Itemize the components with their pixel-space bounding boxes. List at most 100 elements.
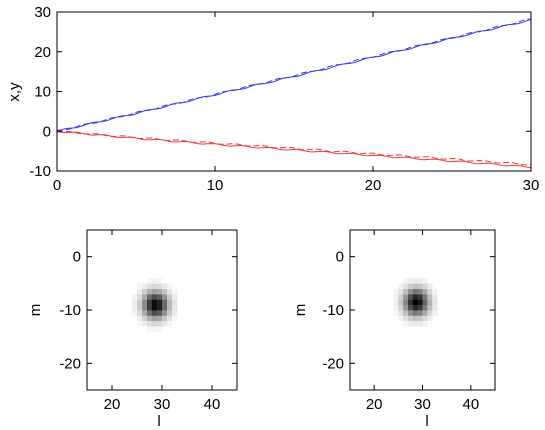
heatmap-cell [432, 310, 438, 316]
heatmap-cell [172, 288, 178, 295]
heatmap-cell [167, 315, 173, 322]
heatmap-cell [142, 294, 148, 300]
heatmap-cell [157, 299, 163, 306]
heatmap-cell [417, 320, 423, 327]
heatmap-cells [132, 278, 178, 332]
heatmap-cell [412, 310, 419, 316]
heatmap-cell [142, 299, 148, 306]
axis-ticks: 20 30 40 0 -10 -20 [59, 230, 237, 413]
heatmap-cell [142, 283, 148, 290]
heatmap-cell [398, 283, 404, 290]
heatmap-cell [398, 315, 404, 322]
heatmap-cell [432, 299, 438, 306]
heatmap-cell [162, 315, 168, 322]
heatmap-cell [427, 310, 433, 316]
heatmap-cell [162, 294, 168, 300]
heatmap-cell [412, 278, 419, 284]
heatmap-cell [422, 283, 428, 290]
heatmap-cell [172, 304, 178, 311]
heatmap-cell [422, 320, 428, 327]
heatmap-cell [412, 288, 419, 295]
series-line-0 [56, 18, 532, 132]
y-tick-label: 20 [34, 44, 51, 61]
heatmap-cell [403, 304, 409, 311]
heatmap-cell [137, 294, 143, 300]
y-tick-label: 30 [34, 4, 51, 21]
axis-ticks: 20 30 40 0 -10 -20 [322, 230, 495, 413]
heatmap-cell [147, 283, 153, 290]
x-tick-label: 20 [366, 396, 383, 413]
heatmap-cell [167, 299, 173, 306]
heatmap-cell [137, 299, 143, 306]
heatmap-cell [152, 326, 158, 332]
heatmap-cell [403, 320, 409, 327]
heatmap-cell [172, 299, 178, 306]
heatmap-cell [162, 304, 168, 311]
heatmap-cell [393, 304, 399, 311]
heatmap-cell [147, 299, 153, 306]
heatmap-cell [147, 288, 153, 295]
heatmap-cell [147, 315, 153, 322]
y-tick-label: -10 [322, 302, 344, 319]
heatmap-cell [147, 310, 153, 316]
heatmap-cell [132, 304, 138, 311]
heatmap-cell [408, 278, 414, 284]
plot-frame [56, 11, 532, 172]
heatmap-cell [167, 294, 173, 300]
heatmap-cell [408, 310, 414, 316]
x-tick-label: 40 [204, 396, 221, 413]
heatmap-cell [427, 299, 433, 306]
y-tick-label: 0 [73, 249, 81, 266]
heatmap-cell [167, 283, 173, 290]
heatmap-cell [147, 294, 153, 300]
heatmap-cell [432, 294, 438, 300]
heatmap-cell [157, 315, 163, 322]
heatmap-cell [408, 320, 414, 327]
heatmap-cell [408, 288, 414, 295]
heatmap-cell [152, 283, 158, 290]
x-tick-label: 40 [462, 396, 479, 413]
x-tick-label: 30 [523, 177, 540, 194]
heatmap-cell [422, 294, 428, 300]
x-axis-label: l [425, 413, 428, 430]
heatmap-cell [427, 304, 433, 311]
series-lines [56, 18, 532, 169]
x-tick-label: 30 [154, 396, 171, 413]
heatmap-cell [422, 310, 428, 316]
heatmap-cell [147, 304, 153, 311]
heatmap-cell [162, 299, 168, 306]
heatmap-cell [403, 288, 409, 295]
heatmap-cell [137, 320, 143, 327]
heatmap-cell [393, 310, 399, 316]
heatmap-cell [167, 310, 173, 316]
heatmap-cell [417, 315, 423, 322]
heatmap-cell [142, 288, 148, 295]
series-line-1 [56, 18, 532, 131]
heatmap-cell [398, 310, 404, 316]
x-tick-label: 10 [207, 177, 224, 194]
heatmap-cell [408, 299, 414, 306]
heatmap-cell [142, 304, 148, 311]
heatmap-cell [157, 320, 163, 327]
x-axis-label: l [157, 413, 160, 430]
x-tick-label: 20 [104, 396, 121, 413]
heatmap-cell [403, 299, 409, 306]
heatmap-cell [403, 294, 409, 300]
y-tick-label: 0 [336, 249, 344, 266]
heatmap-cell [167, 288, 173, 295]
heatmap-cell [152, 310, 158, 316]
heatmap-cell [162, 320, 168, 327]
heatmap-cell [417, 294, 423, 300]
heatmap-cell [157, 304, 163, 311]
y-tick-label: -20 [59, 355, 81, 372]
heatmap-cell [417, 288, 423, 295]
heatmap-cell [432, 304, 438, 311]
heatmap-cell [403, 315, 409, 322]
heatmap-cell [132, 294, 138, 300]
heatmap-cell [398, 304, 404, 311]
heatmap-cell [412, 299, 419, 306]
heatmap-cell [412, 283, 419, 290]
heatmap-cell [157, 326, 163, 332]
heatmap-cell [172, 310, 178, 316]
